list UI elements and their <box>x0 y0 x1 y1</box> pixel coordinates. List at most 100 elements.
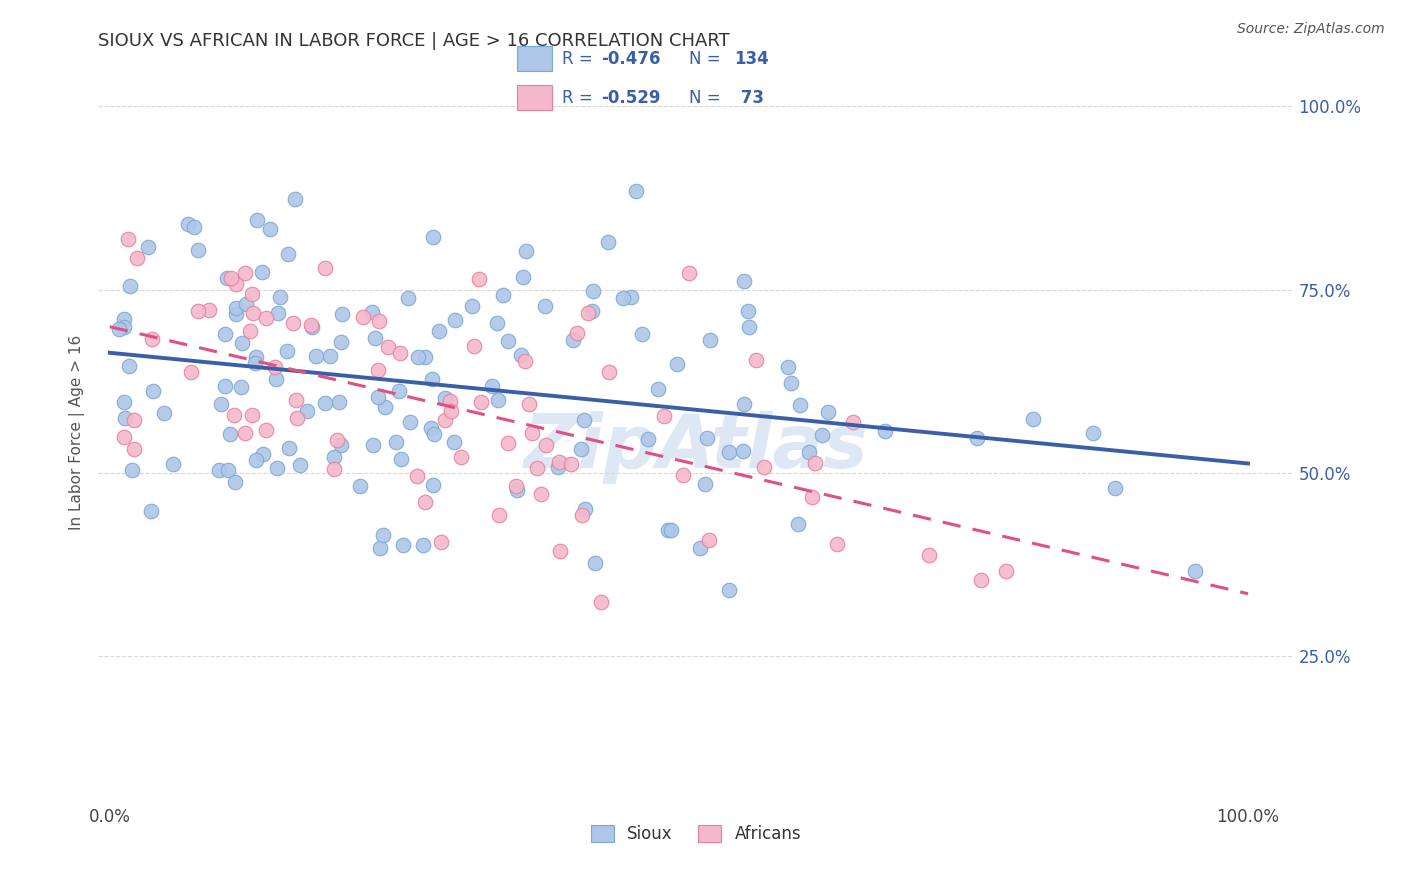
Point <box>842 415 865 429</box>
Point <box>364 331 387 345</box>
Point <box>269 290 291 304</box>
Point <box>207 463 229 477</box>
Point <box>392 538 415 552</box>
Point <box>239 325 262 339</box>
Point <box>620 291 643 305</box>
Point <box>433 413 456 427</box>
Y-axis label: In Labor Force | Age > 16: In Labor Force | Age > 16 <box>69 335 84 530</box>
Point <box>510 347 533 361</box>
Point <box>329 438 352 452</box>
Point <box>427 324 450 338</box>
Point <box>352 310 374 324</box>
Point <box>576 306 599 320</box>
Point <box>443 434 465 449</box>
Point <box>513 353 536 368</box>
Point <box>534 299 557 313</box>
Point <box>512 270 534 285</box>
Point <box>571 442 593 457</box>
Point <box>966 431 988 445</box>
Point <box>583 556 606 570</box>
Point <box>374 400 396 414</box>
Point <box>214 327 236 342</box>
Point <box>560 457 582 471</box>
Point <box>450 450 472 464</box>
Point <box>162 457 184 471</box>
Point <box>582 284 605 298</box>
Point <box>112 394 135 409</box>
Point <box>367 314 389 328</box>
Point <box>114 411 136 425</box>
Point <box>120 279 142 293</box>
Legend: Sioux, Africans: Sioux, Africans <box>583 819 808 850</box>
Point <box>266 460 288 475</box>
Point <box>278 442 301 456</box>
Point <box>522 426 544 441</box>
Point <box>388 384 411 398</box>
Point <box>596 235 619 249</box>
Point <box>245 351 267 365</box>
Point <box>804 456 827 470</box>
Point <box>187 243 209 257</box>
Point <box>745 353 768 368</box>
Point <box>180 365 202 379</box>
Point <box>439 394 461 409</box>
Point <box>565 326 588 340</box>
Point <box>259 221 281 235</box>
Point <box>440 403 463 417</box>
Point <box>581 304 603 318</box>
Point <box>422 426 444 441</box>
Point <box>299 318 322 333</box>
Point <box>264 359 287 374</box>
Point <box>498 334 520 349</box>
Point <box>117 232 139 246</box>
Point <box>515 244 537 259</box>
Point <box>995 564 1018 578</box>
Point <box>970 573 993 587</box>
Point <box>412 538 434 552</box>
Point <box>589 595 612 609</box>
Point <box>470 394 492 409</box>
Point <box>277 247 299 261</box>
Point <box>361 305 384 319</box>
Point <box>122 413 145 427</box>
Point <box>918 548 941 562</box>
Point <box>406 469 429 483</box>
Point <box>367 363 389 377</box>
Point <box>657 523 679 537</box>
Point <box>779 376 801 390</box>
Point <box>136 240 159 254</box>
Point <box>121 462 143 476</box>
Point <box>496 436 519 450</box>
Point <box>217 463 239 477</box>
Point <box>699 333 721 347</box>
Point <box>183 220 205 235</box>
Point <box>187 303 209 318</box>
Point <box>598 365 620 379</box>
Point <box>737 304 759 318</box>
Point <box>399 415 422 429</box>
Text: 134: 134 <box>734 50 769 68</box>
Point <box>235 297 257 311</box>
Point <box>612 291 634 305</box>
Point <box>624 184 647 198</box>
Point <box>112 312 135 326</box>
Point <box>665 357 688 371</box>
Point <box>389 345 412 359</box>
Point <box>252 447 274 461</box>
Point <box>153 406 176 420</box>
Point <box>242 408 264 422</box>
Point <box>114 430 136 444</box>
Point <box>367 390 389 404</box>
Point <box>231 336 253 351</box>
Point <box>776 360 799 375</box>
Point <box>534 438 557 452</box>
Point <box>526 461 548 475</box>
Point <box>295 403 318 417</box>
Point <box>548 543 571 558</box>
Point <box>198 302 221 317</box>
Point <box>177 217 200 231</box>
Point <box>787 517 810 532</box>
Point <box>254 423 277 437</box>
Bar <box>517 45 551 71</box>
Point <box>370 541 392 556</box>
